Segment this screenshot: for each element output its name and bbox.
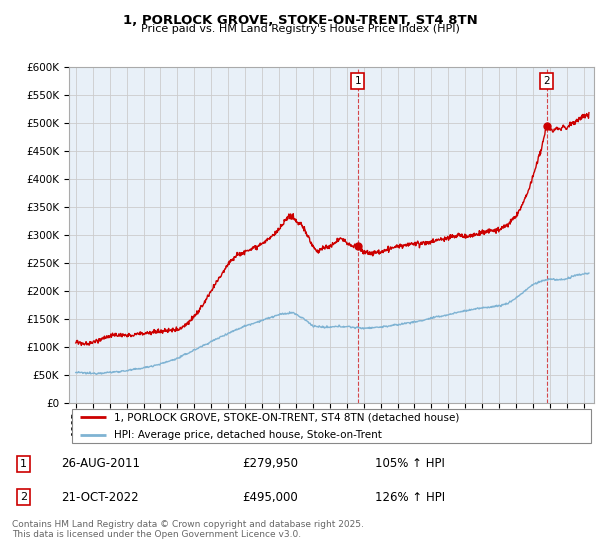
Text: £495,000: £495,000 [242, 491, 298, 503]
FancyBboxPatch shape [71, 409, 592, 444]
Text: 1, PORLOCK GROVE, STOKE-ON-TRENT, ST4 8TN (detached house): 1, PORLOCK GROVE, STOKE-ON-TRENT, ST4 8T… [113, 412, 459, 422]
Text: 1: 1 [355, 76, 361, 86]
Text: 2: 2 [20, 492, 27, 502]
Text: 21-OCT-2022: 21-OCT-2022 [61, 491, 139, 503]
Text: 126% ↑ HPI: 126% ↑ HPI [375, 491, 445, 503]
Text: 1, PORLOCK GROVE, STOKE-ON-TRENT, ST4 8TN: 1, PORLOCK GROVE, STOKE-ON-TRENT, ST4 8T… [122, 14, 478, 27]
Text: HPI: Average price, detached house, Stoke-on-Trent: HPI: Average price, detached house, Stok… [113, 430, 382, 440]
Text: Contains HM Land Registry data © Crown copyright and database right 2025.
This d: Contains HM Land Registry data © Crown c… [12, 520, 364, 539]
Text: £279,950: £279,950 [242, 457, 298, 470]
Text: 2: 2 [543, 76, 550, 86]
Text: Price paid vs. HM Land Registry's House Price Index (HPI): Price paid vs. HM Land Registry's House … [140, 24, 460, 34]
Text: 105% ↑ HPI: 105% ↑ HPI [375, 457, 445, 470]
Text: 1: 1 [20, 459, 27, 469]
Text: 26-AUG-2011: 26-AUG-2011 [61, 457, 140, 470]
